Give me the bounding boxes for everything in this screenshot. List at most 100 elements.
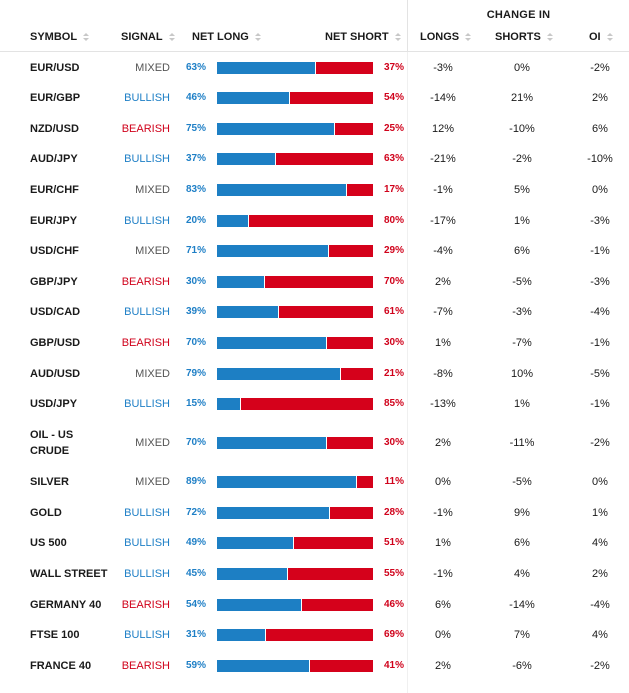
change-longs-value: -8% [433,368,453,380]
symbol-link[interactable]: USD/JPY [30,398,78,410]
change-oi-value: -4% [590,306,610,318]
symbol-link[interactable]: OIL - US [30,429,74,441]
change-longs-value: -17% [430,215,456,227]
symbol-link[interactable]: US 500 [30,537,67,549]
symbol-link[interactable]: EUR/USD [30,62,80,74]
change-shorts-value: 6% [514,537,530,549]
signal-label: MIXED [135,368,170,380]
change-oi-value: -2% [590,660,610,672]
table-row[interactable]: USD/CAD BULLISH 39% 61% -7% -3% -4% [0,303,629,321]
net-short-bar-fill [277,306,373,318]
table-row[interactable]: EUR/GBP BULLISH 46% 54% -14% 21% 2% [0,89,629,107]
sort-symbol-header[interactable]: SYMBOL [30,31,90,43]
net-long-value: 70% [185,337,206,348]
table-row[interactable]: GOLD BULLISH 72% 28% -1% 9% 1% [0,504,629,522]
net-long-bar-fill [217,276,264,288]
net-short-bar-fill [248,215,373,227]
table-row[interactable]: GBP/JPY BEARISH 30% 70% 2% -5% -3% [0,273,629,291]
table-row[interactable]: GBP/USD BEARISH 70% 30% 1% -7% -1% [0,334,629,352]
net-short-bar-fill [327,245,373,257]
net-short-bar-fill [265,629,373,641]
net-long-value: 63% [185,62,206,73]
table-header: SYMBOL SIGNAL NET LONG NET SHORT LONGS S… [0,22,629,52]
net-long-bar-fill [217,306,278,318]
net-short-value: 54% [383,92,404,103]
sort-shorts-header[interactable]: SHORTS [495,31,553,43]
sort-longs-header[interactable]: LONGS [420,31,472,43]
table-row[interactable]: FRANCE 40 BEARISH 59% 41% 2% -6% -2% [0,657,629,675]
sort-net-short-header[interactable]: NET SHORT [325,31,401,43]
change-oi-value: -3% [590,215,610,227]
symbol-link[interactable]: CRUDE [30,445,70,457]
change-longs-value: -13% [430,398,456,410]
shorts-header-label: SHORTS [495,31,541,43]
sentiment-bar [217,153,373,165]
net-long-bar-fill [217,629,266,641]
table-row[interactable]: SILVER MIXED 89% 11% 0% -5% 0% [0,473,629,491]
net-short-bar-fill [334,123,373,135]
sentiment-bar [217,184,373,196]
sort-signal-header[interactable]: SIGNAL [121,31,175,43]
table-row[interactable]: EUR/CHF MIXED 83% 17% -1% 5% 0% [0,181,629,199]
symbol-link[interactable]: FRANCE 40 [30,660,92,672]
symbol-link[interactable]: USD/CHF [30,245,79,257]
symbol-link[interactable]: EUR/GBP [30,92,81,104]
symbol-link[interactable]: NZD/USD [30,123,79,135]
sentiment-bar [217,62,373,74]
symbol-link[interactable]: GOLD [30,507,62,519]
symbol-link[interactable]: AUD/USD [30,368,81,380]
sort-oi-header[interactable]: OI [589,31,613,43]
signal-label: BULLISH [124,568,170,580]
net-long-value: 39% [185,306,206,317]
net-long-bar-fill [217,368,341,380]
net-short-value: 11% [384,476,404,487]
table-row[interactable]: GERMANY 40 BEARISH 54% 46% 6% -14% -4% [0,596,629,614]
sentiment-bar [217,215,373,227]
net-short-bar-fill [355,476,373,488]
net-short-value: 51% [383,537,404,548]
sentiment-bar [217,599,373,611]
net-long-bar-fill [217,507,330,519]
change-shorts-value: 6% [514,245,530,257]
net-short-bar-fill [293,537,373,549]
oi-header-label: OI [589,31,601,43]
table-row[interactable]: NZD/USD BEARISH 75% 25% 12% -10% 6% [0,120,629,138]
symbol-link[interactable]: GERMANY 40 [30,599,102,611]
sort-arrows-icon [546,32,553,42]
symbol-link[interactable]: GBP/JPY [30,276,78,288]
table-row[interactable]: OIL - US CRUDE MIXED 70% 30% 2% -11% -2% [0,429,629,457]
signal-label: BULLISH [124,629,170,641]
symbol-link[interactable]: WALL STREET [30,568,108,580]
net-short-value: 30% [383,337,404,348]
table-row[interactable]: USD/JPY BULLISH 15% 85% -13% 1% -1% [0,395,629,413]
net-long-value: 20% [185,215,206,226]
symbol-link[interactable]: EUR/JPY [30,215,78,227]
net-short-bar-fill [274,153,373,165]
net-short-bar-fill [326,437,373,449]
sentiment-bar [217,507,373,519]
net-long-value: 46% [185,92,206,103]
net-long-value: 79% [185,368,206,379]
table-row[interactable]: USD/CHF MIXED 71% 29% -4% 6% -1% [0,242,629,260]
signal-label: BEARISH [121,599,170,611]
net-short-value: 37% [383,62,404,73]
change-longs-value: 1% [435,537,451,549]
table-row[interactable]: EUR/USD MIXED 63% 37% -3% 0% -2% [0,59,629,77]
symbol-link[interactable]: SILVER [30,476,69,488]
sort-net-long-header[interactable]: NET LONG [192,31,261,43]
table-row[interactable]: AUD/USD MIXED 79% 21% -8% 10% -5% [0,365,629,383]
symbol-header-label: SYMBOL [30,31,78,43]
signal-label: BULLISH [124,398,170,410]
symbol-link[interactable]: GBP/USD [30,337,81,349]
table-row[interactable]: AUD/JPY BULLISH 37% 63% -21% -2% -10% [0,150,629,168]
table-row[interactable]: FTSE 100 BULLISH 31% 69% 0% 7% 4% [0,626,629,644]
symbol-link[interactable]: EUR/CHF [30,184,79,196]
change-oi-value: 4% [592,629,608,641]
symbol-link[interactable]: USD/CAD [30,306,81,318]
table-row[interactable]: EUR/JPY BULLISH 20% 80% -17% 1% -3% [0,212,629,230]
symbol-link[interactable]: FTSE 100 [30,629,80,641]
table-row[interactable]: WALL STREET BULLISH 45% 55% -1% 4% 2% [0,565,629,583]
symbol-link[interactable]: AUD/JPY [30,153,78,165]
change-longs-value: -1% [433,184,453,196]
table-row[interactable]: US 500 BULLISH 49% 51% 1% 6% 4% [0,534,629,552]
